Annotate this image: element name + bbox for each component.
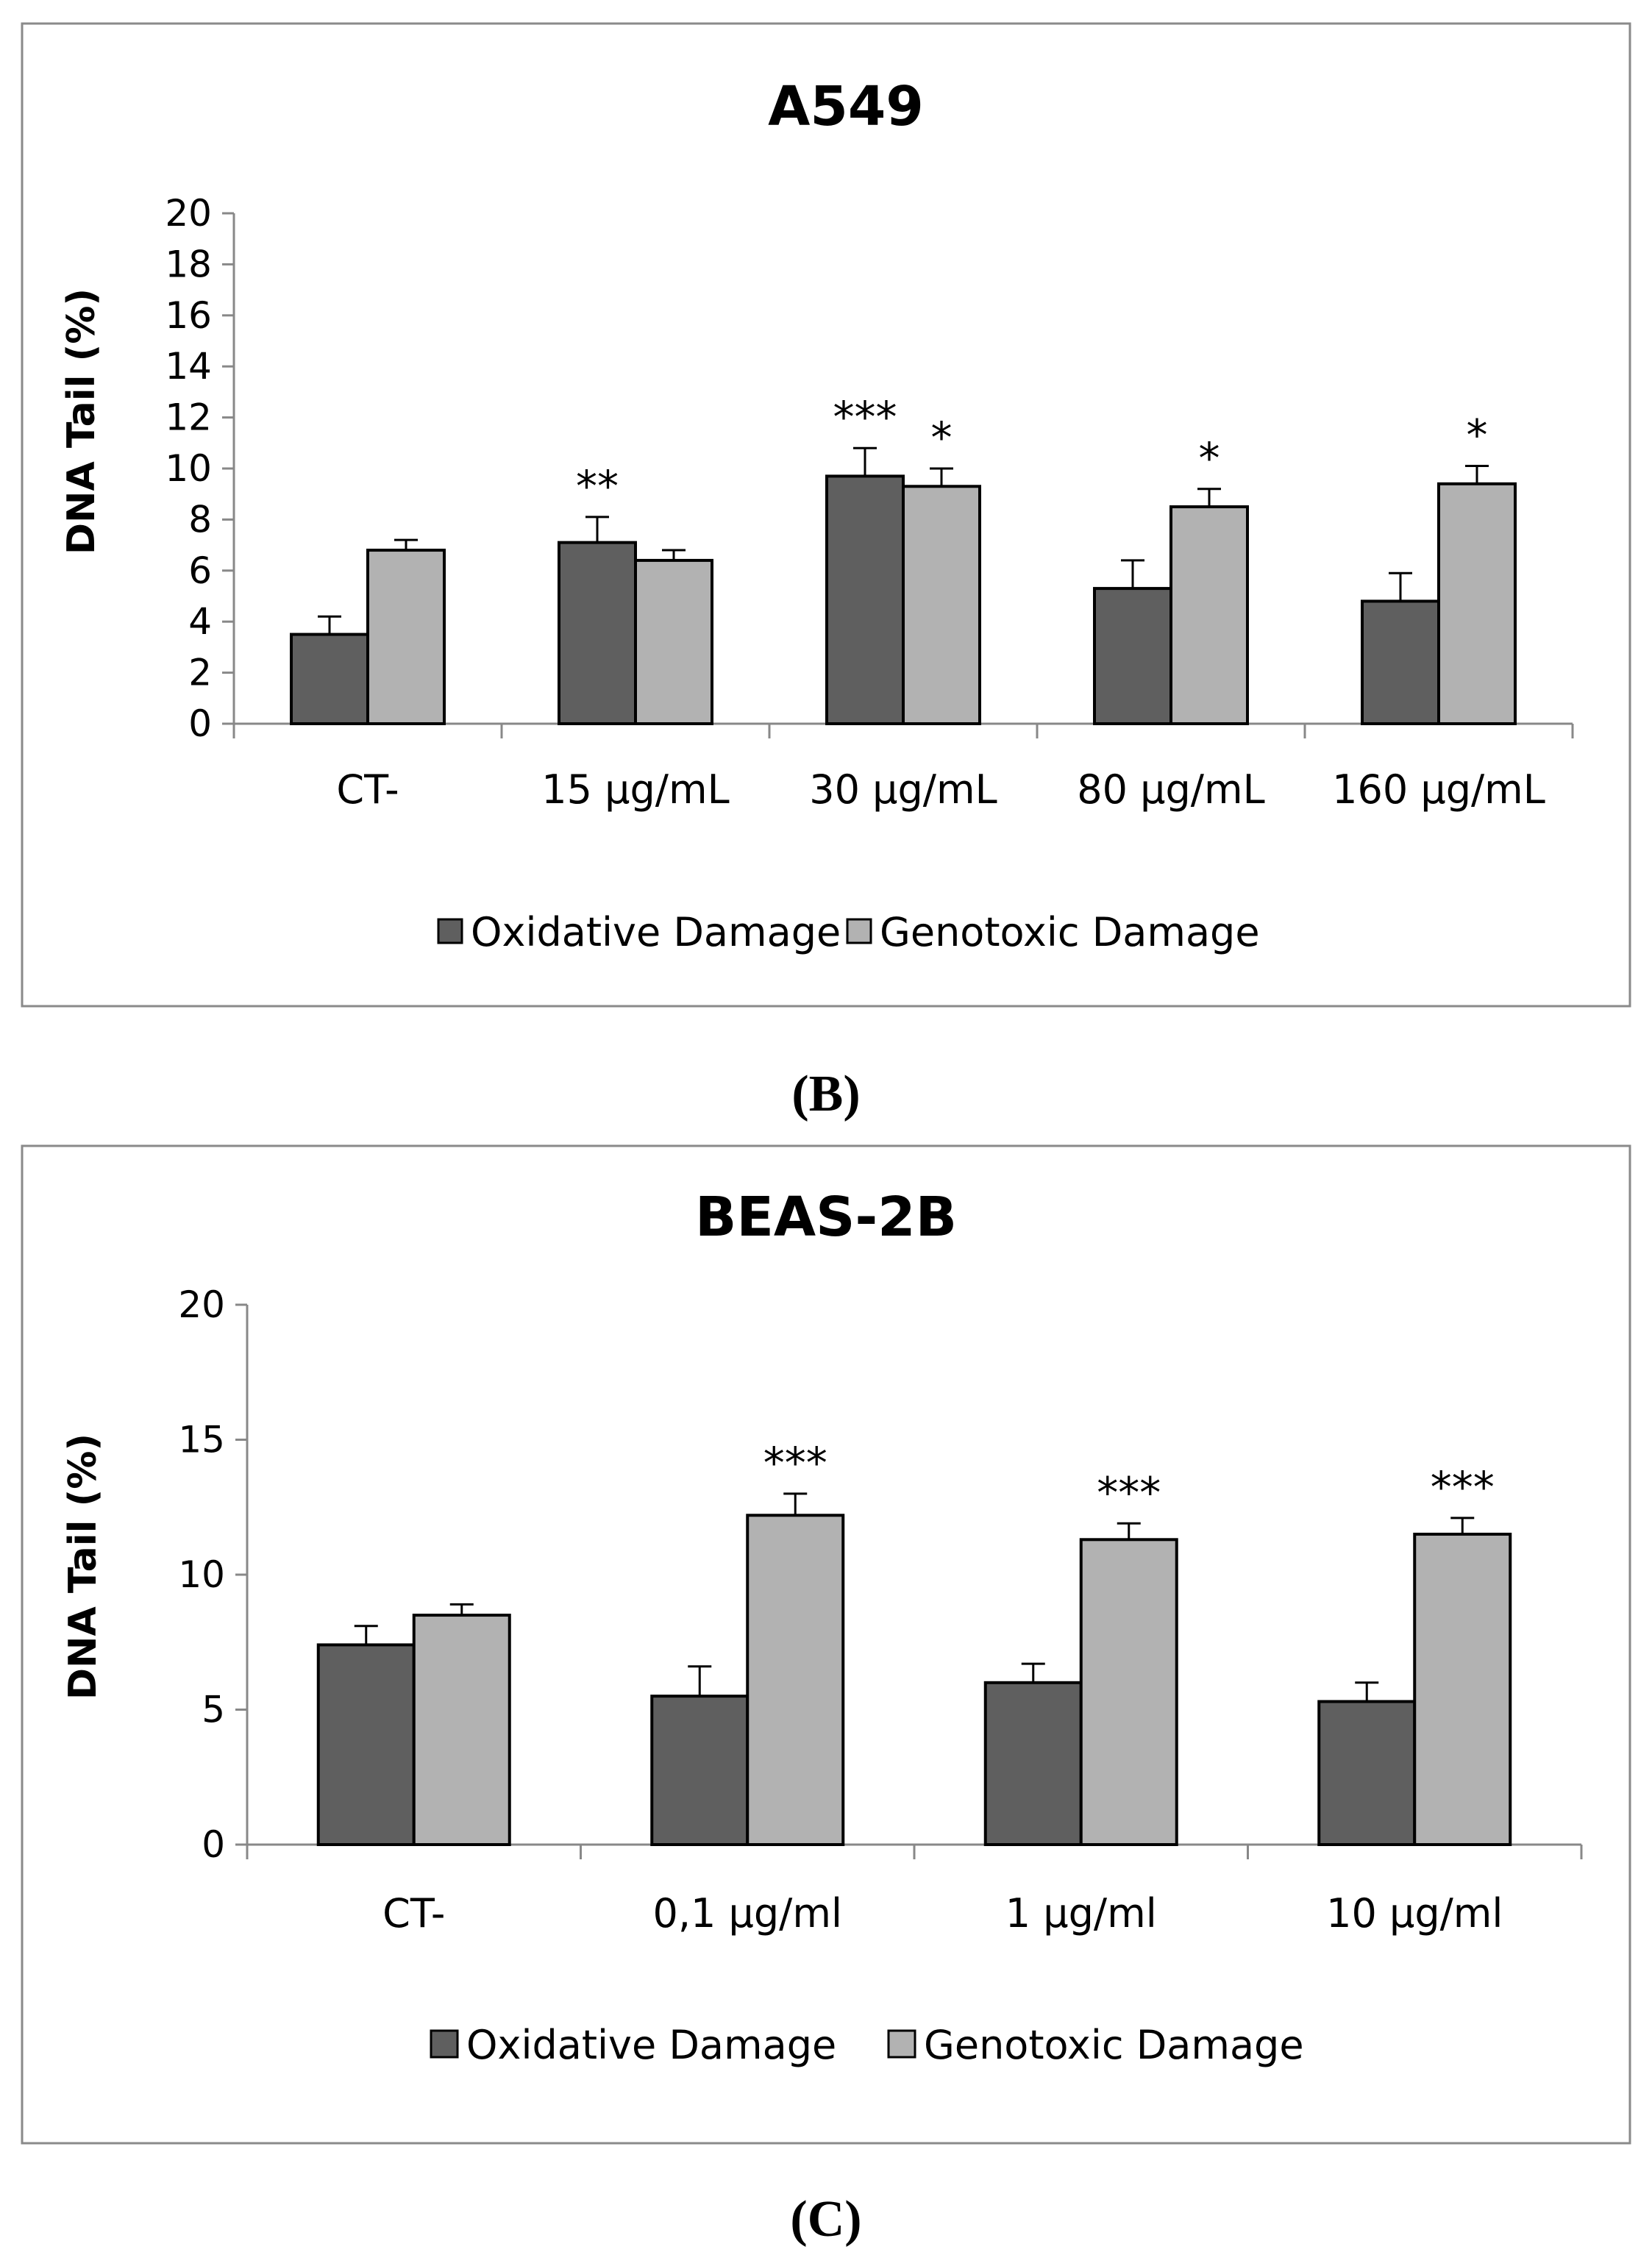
- significance-label: ***: [833, 392, 897, 442]
- bar-oxidative: [1317, 1700, 1417, 1846]
- y-tick-label: 14: [165, 345, 212, 388]
- y-tick-label: 18: [165, 243, 212, 285]
- x-category-label: 10 µg/ml: [1326, 1890, 1503, 1937]
- chart-title-a549: A549: [768, 75, 924, 138]
- significance-label: *: [931, 413, 953, 463]
- legend-swatch: [846, 918, 872, 944]
- bar-oxidative: [316, 1643, 416, 1846]
- legend-label: Genotoxic Damage: [880, 909, 1260, 955]
- x-category-label: 0,1 µg/ml: [653, 1890, 842, 1937]
- significance-label: ***: [763, 1438, 827, 1488]
- y-tick-label: 20: [178, 1283, 225, 1326]
- bar-oxidative: [290, 633, 369, 725]
- legend-swatch: [887, 2029, 916, 2059]
- bar-oxidative: [1093, 587, 1172, 726]
- y-tick-label: 10: [165, 447, 212, 490]
- y-tick-label: 15: [178, 1419, 225, 1461]
- bar-oxidative: [825, 474, 905, 725]
- y-axis-label-a549: DNA Tail (%): [60, 288, 104, 555]
- legend-label: Genotoxic Damage: [924, 2022, 1304, 2068]
- significance-label: **: [576, 461, 619, 511]
- significance-label: ***: [1431, 1462, 1495, 1512]
- legend-swatch: [437, 918, 463, 944]
- y-axis-label-beas2b: DNA Tail (%): [61, 1433, 105, 1700]
- bar-genotoxic: [366, 549, 446, 725]
- y-tick-label: 16: [165, 294, 212, 337]
- legend-beas2b: Oxidative Damage Genotoxic Damage: [430, 2022, 1304, 2068]
- bar-genotoxic: [634, 558, 713, 725]
- y-tick-label: 6: [188, 549, 212, 592]
- bar-genotoxic: [1169, 505, 1249, 725]
- significance-label: *: [1467, 410, 1488, 460]
- y-tick-label: 12: [165, 396, 212, 439]
- y-tick-label: 2: [188, 652, 212, 694]
- bar-genotoxic: [1079, 1538, 1178, 1847]
- panel-label-b: (B): [791, 1066, 860, 1122]
- panel-label-c: (C): [790, 2191, 861, 2248]
- legend-label: Oxidative Damage: [471, 909, 841, 955]
- bar-oxidative: [1361, 599, 1440, 725]
- x-category-label: 1 µg/ml: [1005, 1890, 1157, 1937]
- y-tick-label: 8: [188, 498, 212, 541]
- bar-genotoxic: [1413, 1532, 1512, 1846]
- y-tick-label: 10: [178, 1553, 225, 1596]
- bar-genotoxic: [746, 1514, 845, 1846]
- bar-oxidative: [558, 541, 637, 725]
- bar-genotoxic: [1437, 482, 1517, 725]
- x-category-label: 160 µg/mL: [1332, 766, 1545, 813]
- plot-area-a549: 0 2 4 6 8 10 12 14 16 18 20 CT- 15 µg/mL 30 µg/mL 80 µ…: [165, 192, 1574, 813]
- y-tick-label: 4: [188, 600, 212, 643]
- legend-a549: Oxidative Damage Genotoxic Damage: [437, 909, 1260, 955]
- x-category-label: 30 µg/mL: [809, 766, 997, 813]
- bar-oxidative: [983, 1681, 1083, 1847]
- significance-label: ***: [1097, 1467, 1161, 1517]
- bar-genotoxic: [412, 1614, 511, 1847]
- y-tick-label: 0: [202, 1823, 225, 1866]
- bar-oxidative: [650, 1695, 750, 1846]
- legend-swatch: [430, 2029, 459, 2059]
- x-category-label: 80 µg/mL: [1077, 766, 1264, 813]
- bar-genotoxic: [902, 485, 981, 725]
- x-category-label: 15 µg/mL: [541, 766, 729, 813]
- y-tick-label: 20: [165, 192, 212, 235]
- x-category-label: CT-: [336, 766, 399, 813]
- chart-title-beas2b: BEAS-2B: [695, 1186, 957, 1249]
- plot-area-beas2b: 0 5 10 15 20 CT- 0,1 µg/ml 1 µg/ml 10 µg/ml *** **…: [178, 1283, 1583, 1937]
- y-tick-label: 0: [188, 702, 212, 745]
- significance-label: *: [1199, 433, 1220, 483]
- legend-label: Oxidative Damage: [466, 2022, 836, 2068]
- x-category-label: CT-: [382, 1890, 445, 1937]
- y-tick-label: 5: [202, 1689, 225, 1731]
